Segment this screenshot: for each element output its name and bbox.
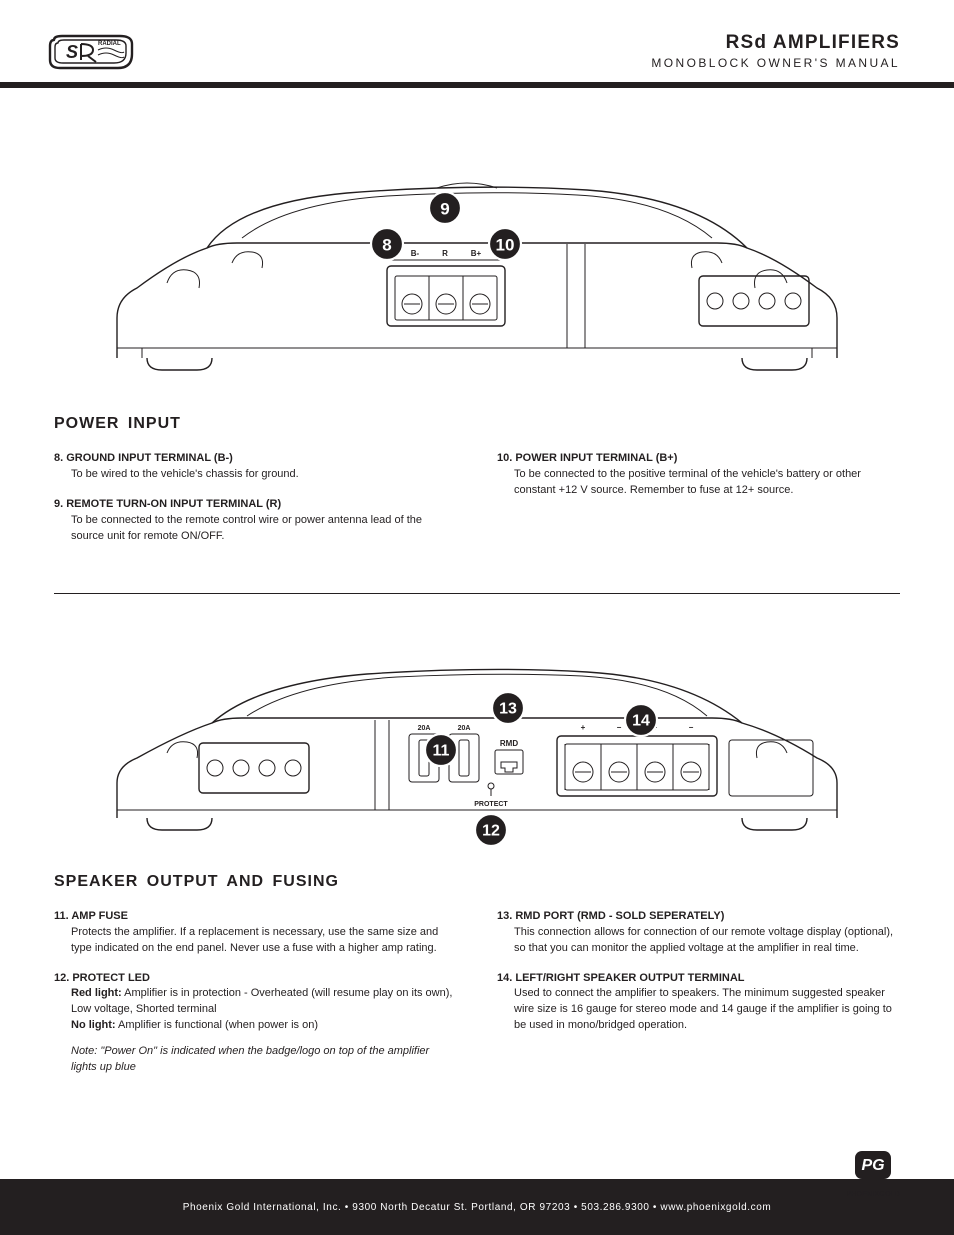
item-body: Protects the amplifier. If a replacement… — [54, 925, 457, 957]
polarity-label: + — [581, 723, 586, 732]
item-title: 13. RMD PORT (RMD - SOLD SEPERATELY) — [497, 909, 900, 925]
callout-number: 11 — [433, 742, 450, 759]
terminal-label: R — [442, 249, 448, 258]
brand-logo: S RADIAL — [48, 30, 134, 79]
section-heading-power: POWER INPUT — [54, 415, 900, 433]
svg-text:S: S — [66, 42, 78, 62]
item-note: Note: "Power On" is indicated when the b… — [54, 1044, 457, 1076]
page-content: B- R B+ 8 9 10 POWER INPUT 8. GROUND INPUT T… — [0, 148, 954, 1090]
page-header: S RADIAL RSd AMPLIFIERS MONOBLOCK OWNER'… — [0, 0, 954, 88]
callout-number: 8 — [382, 236, 391, 255]
callout-number: 14 — [632, 712, 650, 729]
item-body: Red light: Amplifier is in protection - … — [54, 986, 457, 1034]
polarity-label: − — [617, 723, 622, 732]
item-body: Used to connect the amplifier to speaker… — [497, 986, 900, 1034]
definition-item: 11. AMP FUSEProtects the amplifier. If a… — [54, 909, 457, 957]
callout-number: 10 — [496, 236, 515, 255]
terminal-label: B- — [411, 249, 420, 258]
diagram-speaker-output: 20A20A RMD PROTECT +−+− 11121314 — [54, 638, 900, 853]
item-title: 9. REMOTE TURN-ON INPUT TERMINAL (R) — [54, 497, 457, 513]
svg-text:PG: PG — [862, 1157, 885, 1174]
logo-small-text: RADIAL — [98, 41, 121, 47]
section-divider — [54, 593, 900, 594]
footer-logo: PG PHOENIXGOLD — [846, 1149, 900, 1198]
footer-brand-text: PHOENIXGOLD — [846, 1191, 900, 1198]
callout-number: 9 — [440, 200, 449, 219]
callout-number: 12 — [482, 822, 500, 839]
protect-label: PROTECT — [474, 801, 508, 808]
definition-item: 13. RMD PORT (RMD - SOLD SEPERATELY)This… — [497, 909, 900, 957]
footer-text: Phoenix Gold International, Inc. • 9300 … — [183, 1202, 772, 1213]
item-title: 12. PROTECT LED — [54, 971, 457, 987]
definition-item: 9. REMOTE TURN-ON INPUT TERMINAL (R)To b… — [54, 497, 457, 545]
header-title-block: RSd AMPLIFIERS MONOBLOCK OWNER'S MANUAL — [651, 32, 900, 70]
callout-number: 13 — [499, 700, 517, 717]
definition-item: 14. LEFT/RIGHT SPEAKER OUTPUT TERMINALUs… — [497, 971, 900, 1035]
item-title: 11. AMP FUSE — [54, 909, 457, 925]
polarity-label: − — [689, 723, 694, 732]
item-body: To be connected to the positive terminal… — [497, 467, 900, 499]
product-line: RSd AMPLIFIERS — [651, 32, 900, 54]
section1-columns: 8. GROUND INPUT TERMINAL (B-)To be wired… — [54, 451, 900, 559]
terminal-label: B+ — [471, 249, 482, 258]
item-body: To be wired to the vehicle's chassis for… — [54, 467, 457, 483]
manual-subtitle: MONOBLOCK OWNER'S MANUAL — [651, 56, 900, 70]
item-title: 14. LEFT/RIGHT SPEAKER OUTPUT TERMINAL — [497, 971, 900, 987]
item-title: 10. POWER INPUT TERMINAL (B+) — [497, 451, 900, 467]
page-footer: PG PHOENIXGOLD Phoenix Gold Internationa… — [0, 1179, 954, 1235]
item-body: This connection allows for connection of… — [497, 925, 900, 957]
definition-item: 12. PROTECT LEDRed light: Amplifier is i… — [54, 971, 457, 1077]
section-heading-speaker: SPEAKER OUTPUT AND FUSING — [54, 873, 900, 891]
diagram-power-input: B- R B+ 8 9 10 — [54, 148, 900, 383]
fuse-label: 20A — [418, 725, 431, 732]
definition-item: 10. POWER INPUT TERMINAL (B+)To be conne… — [497, 451, 900, 499]
fuse-label: 20A — [458, 725, 471, 732]
rmd-port-label: RMD — [500, 739, 518, 748]
item-title: 8. GROUND INPUT TERMINAL (B-) — [54, 451, 457, 467]
definition-item: 8. GROUND INPUT TERMINAL (B-)To be wired… — [54, 451, 457, 483]
item-body: To be connected to the remote control wi… — [54, 513, 457, 545]
section2-columns: 11. AMP FUSEProtects the amplifier. If a… — [54, 909, 900, 1090]
